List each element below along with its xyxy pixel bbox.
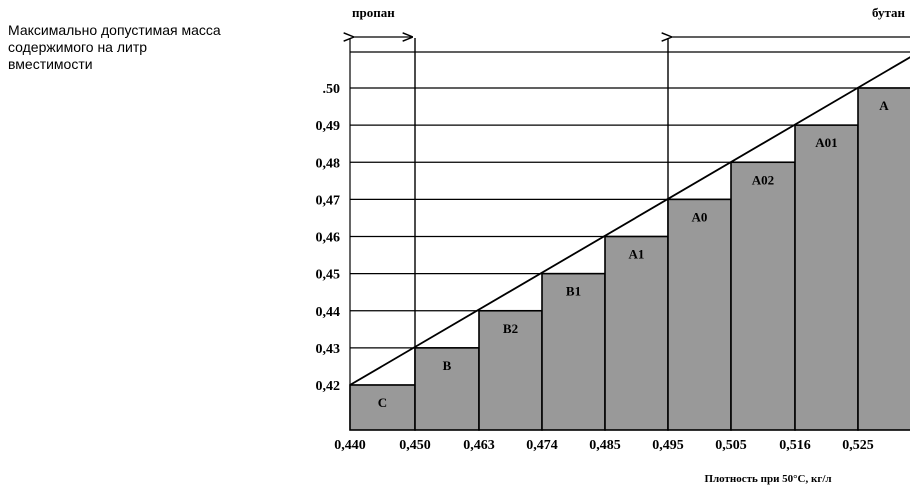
y-axis-label-line: содержимого на литр	[8, 39, 148, 55]
bar-label: A02	[752, 172, 774, 187]
x-tick-label: 0,505	[715, 438, 747, 453]
bar	[604, 235, 669, 431]
bar-label: A	[879, 98, 889, 113]
range-label: пропан	[352, 5, 395, 20]
y-tick-label: 0,43	[316, 342, 341, 357]
trend-line-group	[349, 56, 910, 386]
bar-label: A1	[629, 247, 645, 262]
y-tick-labels: .50 0,49 0,48 0,47 0,46 0,45 0,44 0,43 0,42	[316, 82, 341, 394]
ranges: пропан бутан	[352, 5, 910, 37]
trend-line	[349, 56, 910, 386]
bars: C B B2 B1 A1 A0 A02 A01 A	[349, 87, 910, 431]
x-tick-label: 0,440	[334, 438, 366, 453]
bar	[541, 272, 606, 431]
y-axis-label: Максимально допустимая масса содержимого…	[8, 22, 308, 73]
bar-label: A0	[692, 209, 708, 224]
bar	[730, 161, 796, 431]
y-tick-label: 0,45	[316, 268, 341, 283]
y-tick-label: 0,42	[316, 379, 341, 394]
bar	[667, 198, 732, 431]
bar-label: A01	[815, 135, 837, 150]
bar-label: C	[378, 395, 387, 410]
x-tick-label: 0,450	[399, 438, 431, 453]
y-tick-label: .50	[323, 82, 341, 97]
y-tick-label: 0,48	[316, 156, 341, 171]
y-tick-label: 0,49	[316, 119, 341, 134]
x-tick-label: 0,525	[842, 438, 874, 453]
x-axis-label: Плотность при 50°С, кг/л	[704, 473, 831, 485]
x-tick-label: 0,485	[589, 438, 621, 453]
bar	[349, 384, 416, 431]
x-tick-label: 0,474	[526, 438, 558, 453]
bar-label: B	[443, 358, 452, 373]
y-axis-label-line: Максимально допустимая масса	[8, 22, 221, 38]
range-label: бутан	[872, 5, 906, 20]
x-tick-label: 0,495	[652, 438, 684, 453]
y-tick-label: 0,47	[316, 193, 341, 208]
x-tick-labels: 0,440 0,450 0,463 0,474 0,485 0,495 0,505 0,516…	[334, 438, 874, 453]
bar-label: B1	[566, 284, 581, 299]
y-tick-label: 0,46	[316, 231, 341, 246]
y-axis-label-line: вместимости	[8, 56, 93, 72]
bar	[478, 309, 543, 431]
bar	[414, 347, 480, 431]
bar	[857, 87, 910, 431]
y-tick-label: 0,44	[316, 305, 341, 320]
bar-label: B2	[503, 321, 518, 336]
x-tick-label: 0,463	[463, 438, 495, 453]
bar	[794, 124, 859, 431]
x-tick-label: 0,516	[779, 438, 811, 453]
